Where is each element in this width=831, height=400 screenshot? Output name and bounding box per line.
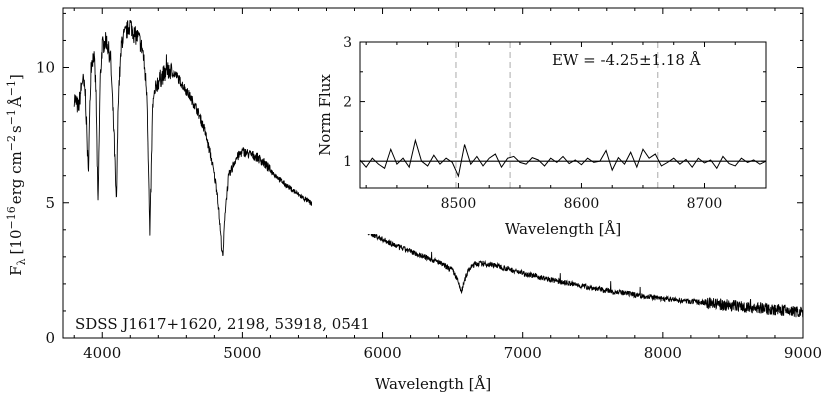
inset-background xyxy=(312,32,774,234)
inset-y-axis-label: Norm Flux xyxy=(316,74,334,156)
inset-y-tick-label: 3 xyxy=(343,35,352,51)
inset-panel: 8500 8600 8700 1 2 3 Wavelength [Å] Norm Flux… xyxy=(312,32,774,238)
inset-y-tick-label: 2 xyxy=(343,95,352,111)
main-x-tick-label: 7000 xyxy=(504,344,542,362)
inset-reference-lines xyxy=(455,42,659,188)
inset-x-tick-label: 8600 xyxy=(564,196,600,212)
main-annotation: SDSS J1617+1620, 2198, 53918, 0541 xyxy=(75,315,370,333)
main-x-axis-label: Wavelength [Å] xyxy=(375,375,491,393)
main-plot-frame xyxy=(62,7,804,339)
inset-x-axis-label: Wavelength [Å] xyxy=(505,220,621,238)
main-x-tick-label: 4000 xyxy=(83,344,121,362)
main-y-tick-label: 10 xyxy=(36,59,55,77)
main-x-tick-label: 9000 xyxy=(784,344,822,362)
main-ticks: 4000 5000 6000 7000 8000 9000 0 5 10 xyxy=(36,8,822,362)
inset-flux-line xyxy=(359,138,767,178)
main-spectrum-line xyxy=(73,19,804,318)
inset-plot-frame xyxy=(359,41,767,189)
main-x-tick-label: 6000 xyxy=(363,344,401,362)
inset-x-tick-label: 8700 xyxy=(687,196,723,212)
main-y-axis-label: Fλ[10−16erg cm−2s−1Å−1] xyxy=(5,74,28,276)
inset-y-tick-label: 1 xyxy=(343,154,352,170)
main-x-tick-label: 5000 xyxy=(223,344,261,362)
main-spectrum-panel: 4000 5000 6000 7000 8000 9000 0 5 10 Wavelength … xyxy=(5,7,822,393)
inset-ticks: 8500 8600 8700 1 2 3 xyxy=(343,35,766,212)
main-y-tick-label: 5 xyxy=(45,194,55,212)
inset-annotation: EW = -4.25±1.18 Å xyxy=(552,51,701,69)
main-x-tick-label: 8000 xyxy=(644,344,682,362)
main-y-tick-label: 0 xyxy=(45,329,55,347)
inset-x-tick-label: 8500 xyxy=(441,196,477,212)
